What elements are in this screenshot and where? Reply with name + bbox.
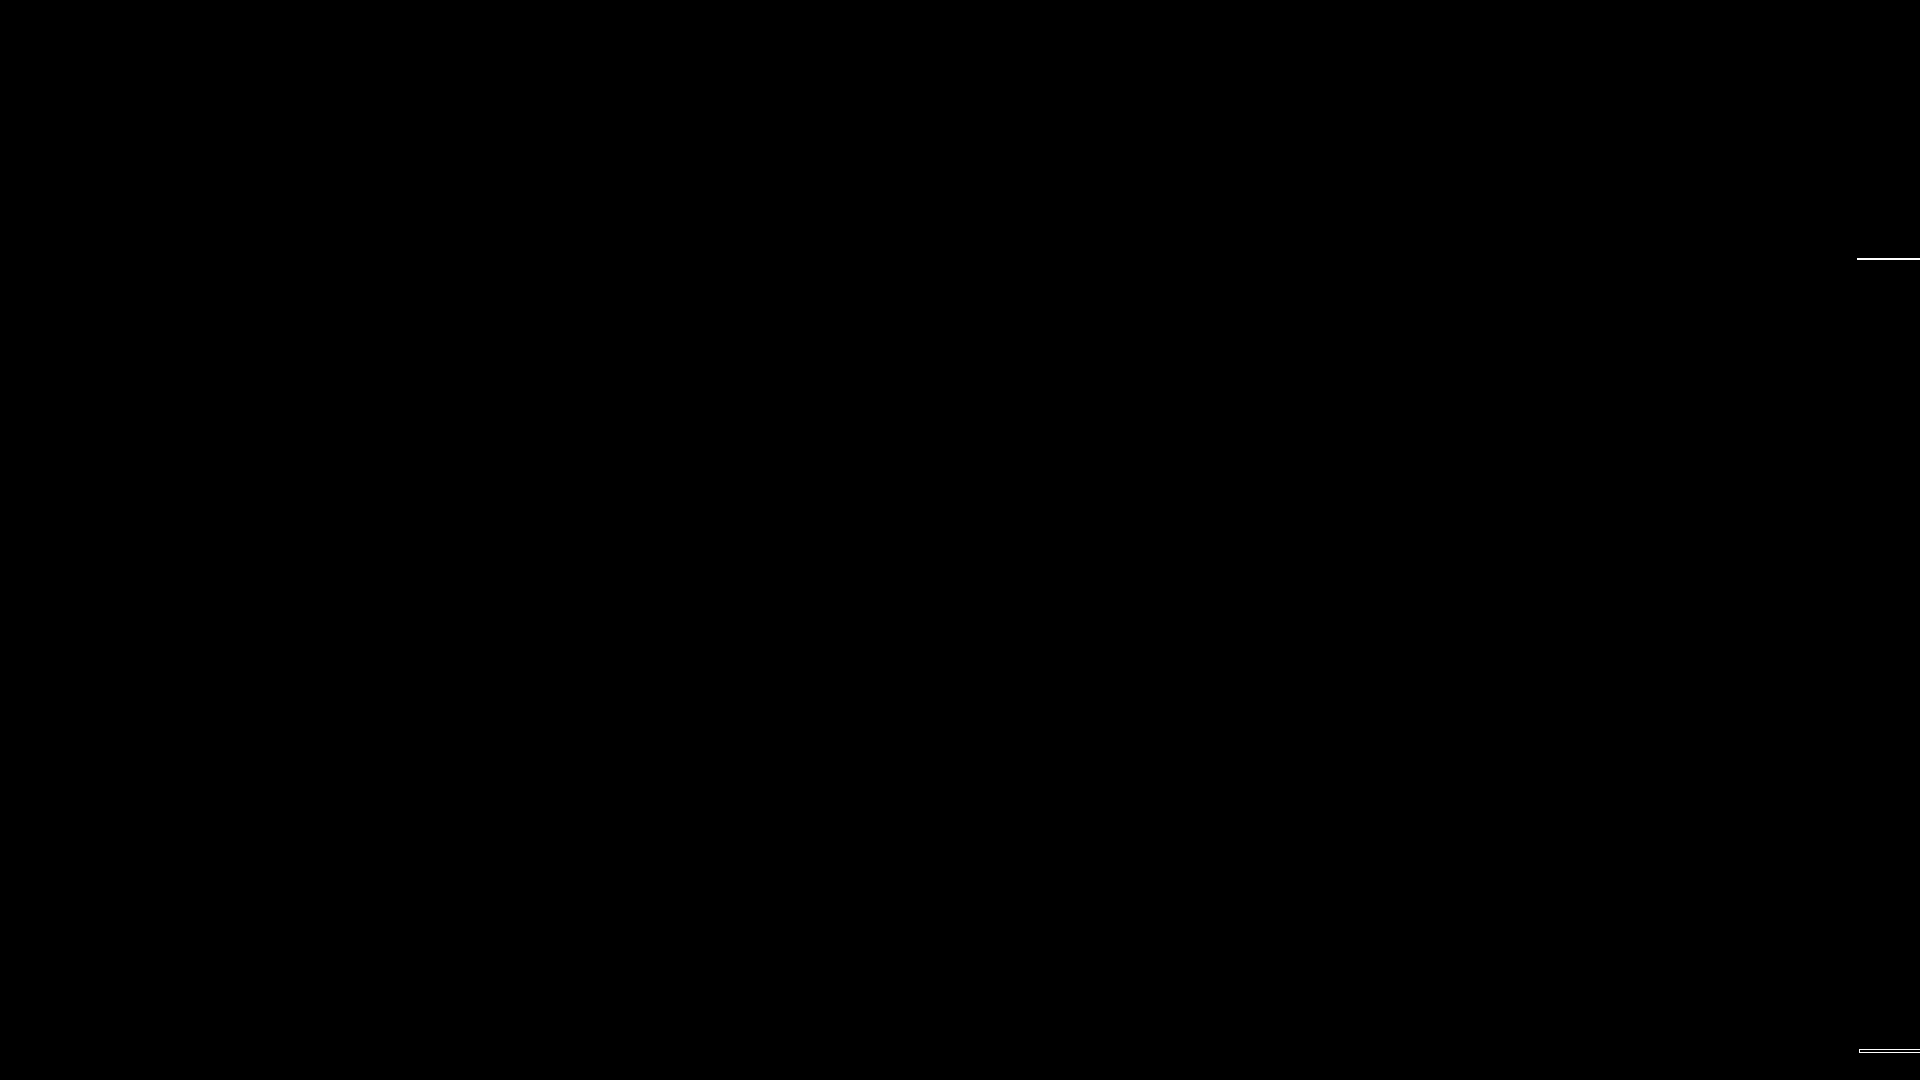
current-price-tag	[1857, 258, 1920, 260]
tick-volume-readout	[1859, 1049, 1920, 1053]
